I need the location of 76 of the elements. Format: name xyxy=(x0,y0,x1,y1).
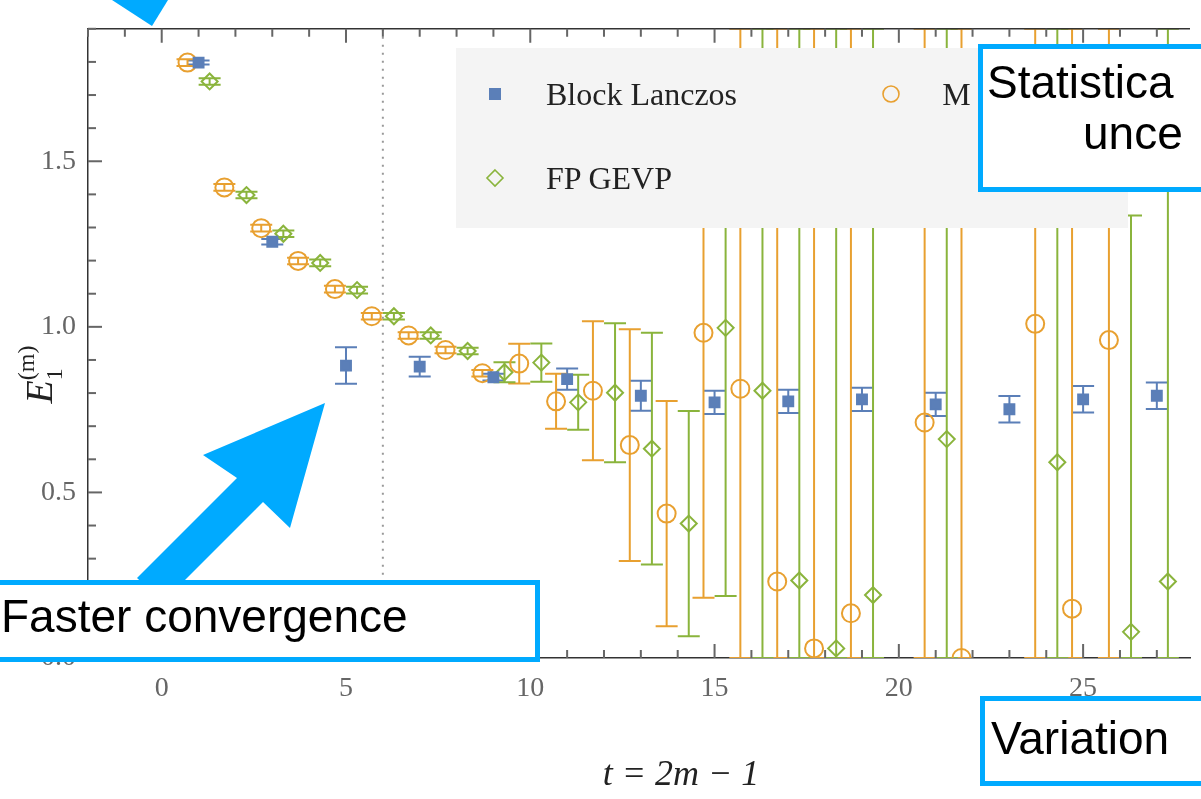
point xyxy=(251,218,272,239)
legend-label: Block Lanczos xyxy=(546,75,738,113)
point xyxy=(1150,389,1163,402)
point xyxy=(582,380,603,401)
y-tick-label: 1.0 xyxy=(41,309,76,341)
point xyxy=(716,318,735,337)
y-axis-title: E1(m) xyxy=(13,345,67,405)
point xyxy=(856,393,868,406)
point xyxy=(1158,572,1177,591)
x-tick-label: 10 xyxy=(516,671,545,703)
point xyxy=(214,177,235,198)
point xyxy=(546,391,567,412)
x-tick-label: 20 xyxy=(884,671,913,703)
point xyxy=(642,439,661,458)
text: Variation xyxy=(991,712,1171,764)
point xyxy=(311,253,330,272)
point xyxy=(340,359,352,372)
point xyxy=(177,52,198,73)
point xyxy=(569,393,588,412)
point xyxy=(384,307,403,326)
point xyxy=(413,360,426,373)
point xyxy=(561,373,574,386)
point xyxy=(200,72,219,91)
point xyxy=(1098,330,1119,351)
point xyxy=(767,571,788,592)
point xyxy=(361,306,382,327)
point xyxy=(804,638,825,658)
x-tick-label: 15 xyxy=(700,671,729,703)
point xyxy=(348,281,367,300)
point xyxy=(472,363,493,384)
point xyxy=(790,571,809,590)
point xyxy=(730,378,751,399)
point xyxy=(421,326,440,345)
point xyxy=(634,389,647,402)
point xyxy=(458,342,477,361)
point xyxy=(782,395,795,408)
point xyxy=(1122,622,1141,641)
x-tick-label: 25 xyxy=(1069,671,1098,703)
point xyxy=(192,56,205,69)
point xyxy=(753,381,772,400)
x-tick-label: 0 xyxy=(154,671,169,703)
point xyxy=(509,353,530,374)
point xyxy=(1062,598,1083,619)
point xyxy=(914,412,935,433)
point xyxy=(1025,313,1046,334)
point xyxy=(827,639,846,658)
point xyxy=(929,398,942,411)
point xyxy=(532,353,551,372)
point xyxy=(266,235,279,248)
point xyxy=(606,383,625,402)
point xyxy=(864,586,883,605)
annotation: Statistica unce xyxy=(987,56,1184,159)
point xyxy=(656,503,677,524)
point xyxy=(693,322,714,343)
point xyxy=(398,325,419,346)
point xyxy=(1077,393,1090,406)
point xyxy=(708,396,721,409)
point xyxy=(1003,403,1016,416)
point xyxy=(237,186,256,205)
point xyxy=(679,514,698,533)
point xyxy=(487,371,500,384)
point xyxy=(937,430,956,449)
point xyxy=(324,279,345,300)
point xyxy=(840,603,861,624)
point xyxy=(274,224,293,243)
y-tick-label: 1.5 xyxy=(41,143,76,175)
x-axis-title: t = 2m − 1 xyxy=(602,753,760,793)
legend-label: FP GEVP xyxy=(546,159,672,197)
legend-label: M xyxy=(942,75,971,113)
y-tick-label: 0.5 xyxy=(41,474,76,506)
annotation: Faster convergence xyxy=(1,590,409,642)
point xyxy=(619,435,640,456)
point xyxy=(1048,453,1067,472)
point xyxy=(435,340,456,361)
x-tick-label: 5 xyxy=(338,671,353,703)
point xyxy=(288,250,309,271)
